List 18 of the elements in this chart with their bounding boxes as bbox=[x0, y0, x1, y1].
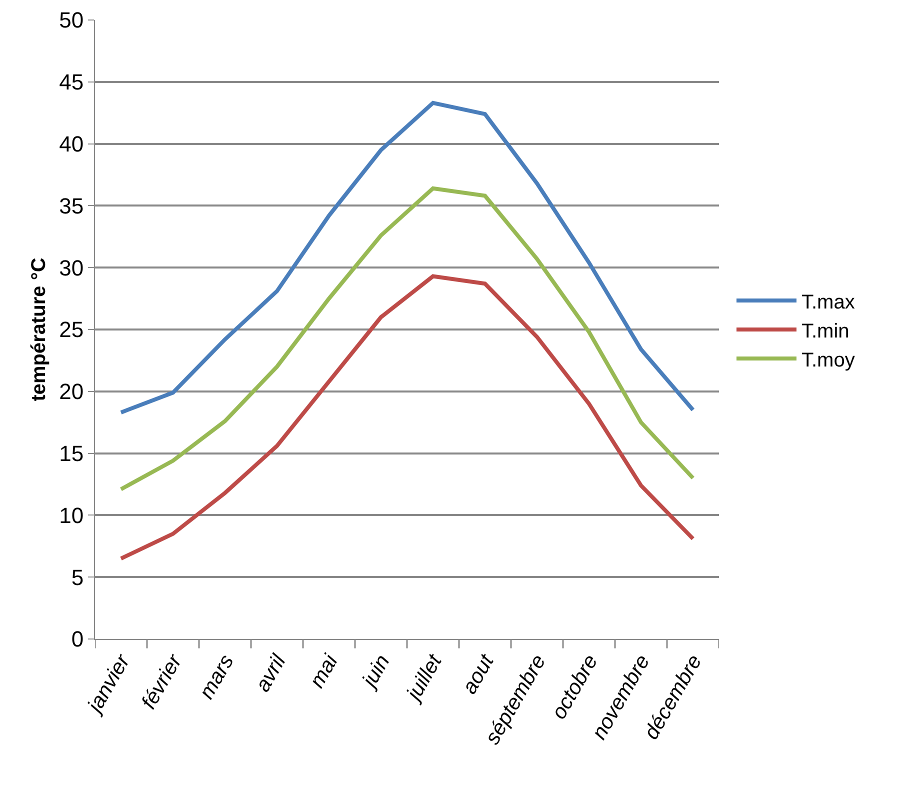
y-tick-label: 45 bbox=[59, 70, 84, 95]
y-axis-title: température °C bbox=[28, 258, 50, 402]
y-tick-label: 50 bbox=[59, 8, 84, 33]
y-tick-label: 25 bbox=[59, 317, 84, 342]
y-tick-label: 10 bbox=[59, 502, 84, 528]
y-tick-label: 30 bbox=[59, 255, 84, 280]
y-tick-label: 35 bbox=[59, 193, 84, 218]
line-series bbox=[119, 186, 695, 492]
legend-label: T.moy bbox=[801, 349, 855, 372]
legend-label: T.min bbox=[801, 320, 850, 342]
line-series bbox=[119, 274, 695, 561]
y-tick-label: 40 bbox=[59, 132, 84, 156]
y-tick-label: 5 bbox=[71, 564, 84, 590]
y-tick-label: 0 bbox=[71, 626, 84, 652]
legend-label: T.max bbox=[801, 291, 855, 314]
y-tick-label: 15 bbox=[59, 441, 84, 466]
line-series bbox=[119, 100, 695, 414]
y-tick-label: 20 bbox=[59, 379, 84, 404]
